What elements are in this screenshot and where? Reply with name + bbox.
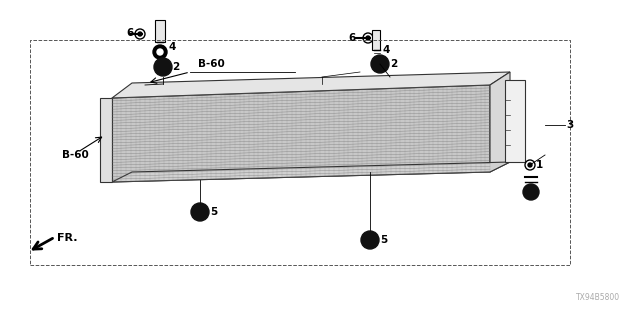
Circle shape <box>528 163 532 167</box>
Text: B-60: B-60 <box>62 150 89 160</box>
Text: 2: 2 <box>172 62 179 72</box>
Text: TX94B5800: TX94B5800 <box>576 293 620 302</box>
Circle shape <box>366 36 370 40</box>
Text: 2: 2 <box>390 59 397 69</box>
Circle shape <box>153 45 167 59</box>
Text: 1: 1 <box>536 160 543 170</box>
Circle shape <box>523 184 539 200</box>
Circle shape <box>371 55 389 73</box>
Text: 6: 6 <box>127 28 134 38</box>
Circle shape <box>191 203 209 221</box>
Text: FR.: FR. <box>57 233 77 243</box>
Text: 4: 4 <box>168 42 175 52</box>
Text: 6: 6 <box>349 33 356 43</box>
Text: 5: 5 <box>380 235 387 245</box>
Text: 5: 5 <box>210 207 217 217</box>
Polygon shape <box>100 98 112 182</box>
Bar <box>155 20 165 42</box>
Circle shape <box>138 32 142 36</box>
Text: 3: 3 <box>566 120 573 130</box>
Polygon shape <box>112 162 510 182</box>
FancyBboxPatch shape <box>505 80 525 162</box>
Polygon shape <box>490 72 510 172</box>
Text: B-60: B-60 <box>198 59 225 69</box>
Circle shape <box>361 231 379 249</box>
Text: 4: 4 <box>382 45 389 55</box>
Polygon shape <box>112 72 510 98</box>
Bar <box>372 30 380 50</box>
Circle shape <box>154 58 172 76</box>
Circle shape <box>157 49 163 55</box>
Polygon shape <box>112 85 490 182</box>
